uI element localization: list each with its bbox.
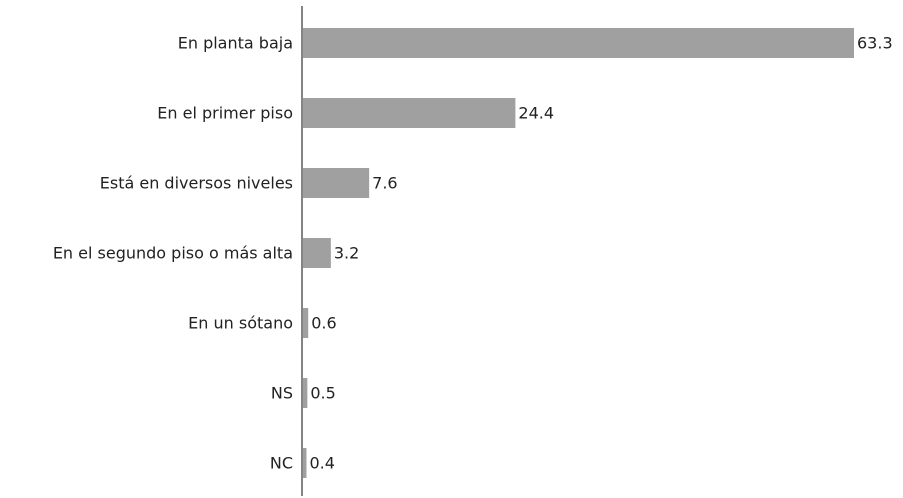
data-label: 0.4 — [309, 454, 334, 473]
data-label: 0.6 — [311, 314, 336, 333]
bar — [303, 28, 854, 58]
bar — [303, 308, 309, 338]
data-label: 63.3 — [857, 34, 893, 53]
category-label: En un sótano — [188, 314, 293, 333]
category-label: En el segundo piso o más alta — [53, 244, 293, 263]
category-label: En planta baja — [178, 34, 293, 53]
data-label: 7.6 — [372, 174, 397, 193]
data-label: 3.2 — [334, 244, 359, 263]
bar — [303, 448, 307, 478]
bar — [303, 168, 370, 198]
bar — [303, 378, 308, 408]
category-label: NC — [270, 454, 293, 473]
data-label: 24.4 — [518, 104, 554, 123]
category-label: Está en diversos niveles — [100, 174, 293, 193]
bar — [303, 238, 331, 268]
bar — [303, 98, 516, 128]
data-label: 0.5 — [310, 384, 335, 403]
category-label: NS — [271, 384, 293, 403]
category-label: En el primer piso — [157, 104, 293, 123]
